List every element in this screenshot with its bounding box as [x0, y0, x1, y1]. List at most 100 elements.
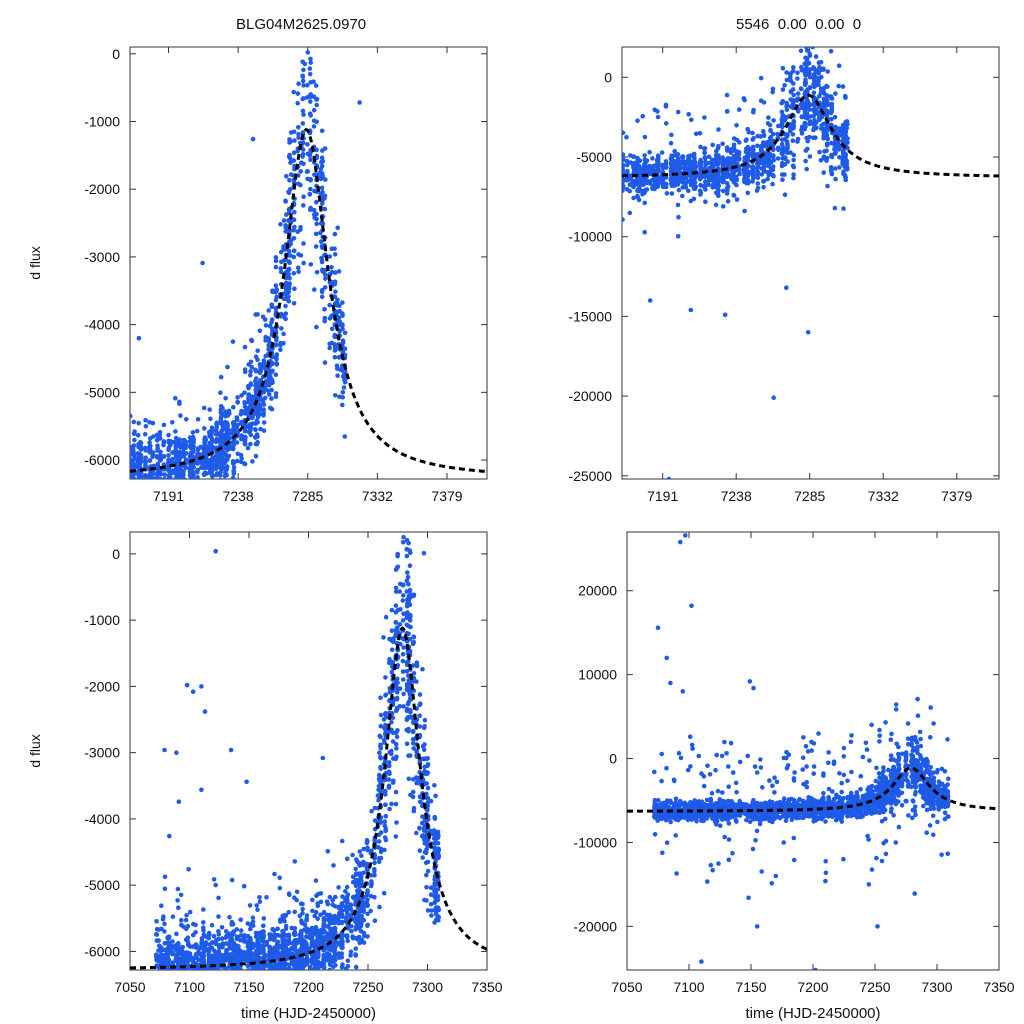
- data-point: [400, 652, 406, 657]
- data-point: [195, 467, 201, 473]
- data-point: [365, 888, 370, 893]
- data-point: [780, 124, 785, 130]
- data-point: [319, 185, 325, 191]
- data-point: [642, 153, 647, 158]
- data-point: [762, 143, 767, 149]
- data-point: [293, 970, 298, 975]
- data-point: [816, 79, 821, 84]
- data-point: [301, 971, 306, 976]
- data-point: [138, 458, 143, 464]
- data-point: [816, 82, 821, 87]
- data-point: [291, 129, 297, 135]
- data-point: [339, 838, 345, 844]
- data-point: [755, 152, 760, 157]
- data-point: [322, 206, 328, 212]
- data-point: [143, 455, 148, 461]
- data-point: [322, 307, 327, 312]
- data-point: [177, 401, 182, 407]
- data-point: [828, 165, 834, 170]
- data-point: [734, 182, 739, 188]
- data-point: [331, 863, 336, 868]
- data-point: [389, 669, 395, 675]
- data-point: [776, 146, 781, 151]
- data-point: [791, 65, 796, 70]
- data-point: [333, 894, 338, 900]
- data-point: [291, 89, 297, 95]
- data-point: [807, 85, 813, 91]
- data-point: [238, 971, 243, 976]
- data-point: [201, 920, 206, 925]
- data-point: [824, 129, 829, 134]
- plot-frame: [129, 46, 488, 480]
- data-point: [821, 121, 826, 127]
- data-point: [829, 101, 834, 107]
- data-point: [761, 178, 767, 184]
- data-point: [273, 306, 279, 311]
- data-point: [798, 86, 804, 91]
- data-point: [340, 338, 346, 344]
- data-point: [150, 420, 156, 426]
- data-point: [622, 181, 625, 186]
- x-axis-label: time (HJD-2450000): [241, 1005, 376, 1022]
- data-point: [395, 551, 401, 557]
- data-point: [391, 639, 396, 645]
- data-point: [698, 144, 703, 150]
- data-point: [791, 172, 796, 177]
- data-point: [791, 81, 796, 86]
- data-point: [295, 101, 301, 106]
- data-point: [322, 272, 328, 277]
- x-tick-label: 7285: [292, 488, 323, 504]
- data-point: [795, 91, 801, 96]
- model-curve: [622, 93, 999, 178]
- data-point: [344, 910, 350, 915]
- data-point: [365, 911, 370, 917]
- data-point: [659, 163, 665, 168]
- data-point: [340, 402, 345, 408]
- data-point: [743, 138, 749, 143]
- data-point: [216, 967, 222, 970]
- data-point: [401, 534, 406, 540]
- data-point: [170, 914, 176, 919]
- data-point: [814, 120, 819, 125]
- data-point: [209, 428, 214, 433]
- data-point: [767, 170, 773, 175]
- data-point: [273, 343, 279, 348]
- data-point: [161, 454, 167, 459]
- data-point: [825, 99, 830, 104]
- data-point: [263, 323, 269, 328]
- data-point: [668, 140, 674, 146]
- data-point: [833, 124, 838, 130]
- data-point: [624, 134, 629, 140]
- data-point: [239, 456, 244, 461]
- data-point: [333, 270, 338, 275]
- data-point: [272, 970, 277, 975]
- data-point: [313, 878, 319, 883]
- data-point: [262, 364, 268, 369]
- data-point: [286, 933, 292, 938]
- data-point: [296, 269, 301, 275]
- y-tick-label: -25000: [568, 468, 612, 484]
- data-point: [227, 914, 232, 920]
- data-point: [255, 357, 260, 363]
- data-point: [401, 691, 406, 697]
- data-point: [196, 952, 201, 957]
- data-point: [282, 918, 287, 924]
- data-point: [218, 390, 223, 396]
- data-point: [353, 953, 359, 958]
- data-point: [378, 766, 384, 771]
- data-point: [702, 146, 708, 151]
- data-point: [644, 158, 650, 164]
- data-point: [837, 165, 842, 170]
- data-point: [291, 271, 297, 276]
- data-point: [261, 407, 267, 412]
- data-point: [372, 873, 377, 878]
- data-point: [844, 158, 850, 164]
- data-point: [393, 801, 399, 807]
- data-point: [353, 866, 359, 872]
- data-point: [225, 364, 230, 370]
- data-point: [771, 118, 776, 123]
- data-point: [312, 913, 318, 919]
- data-point: [307, 71, 313, 77]
- data-point: [675, 234, 681, 239]
- data-point: [751, 107, 756, 113]
